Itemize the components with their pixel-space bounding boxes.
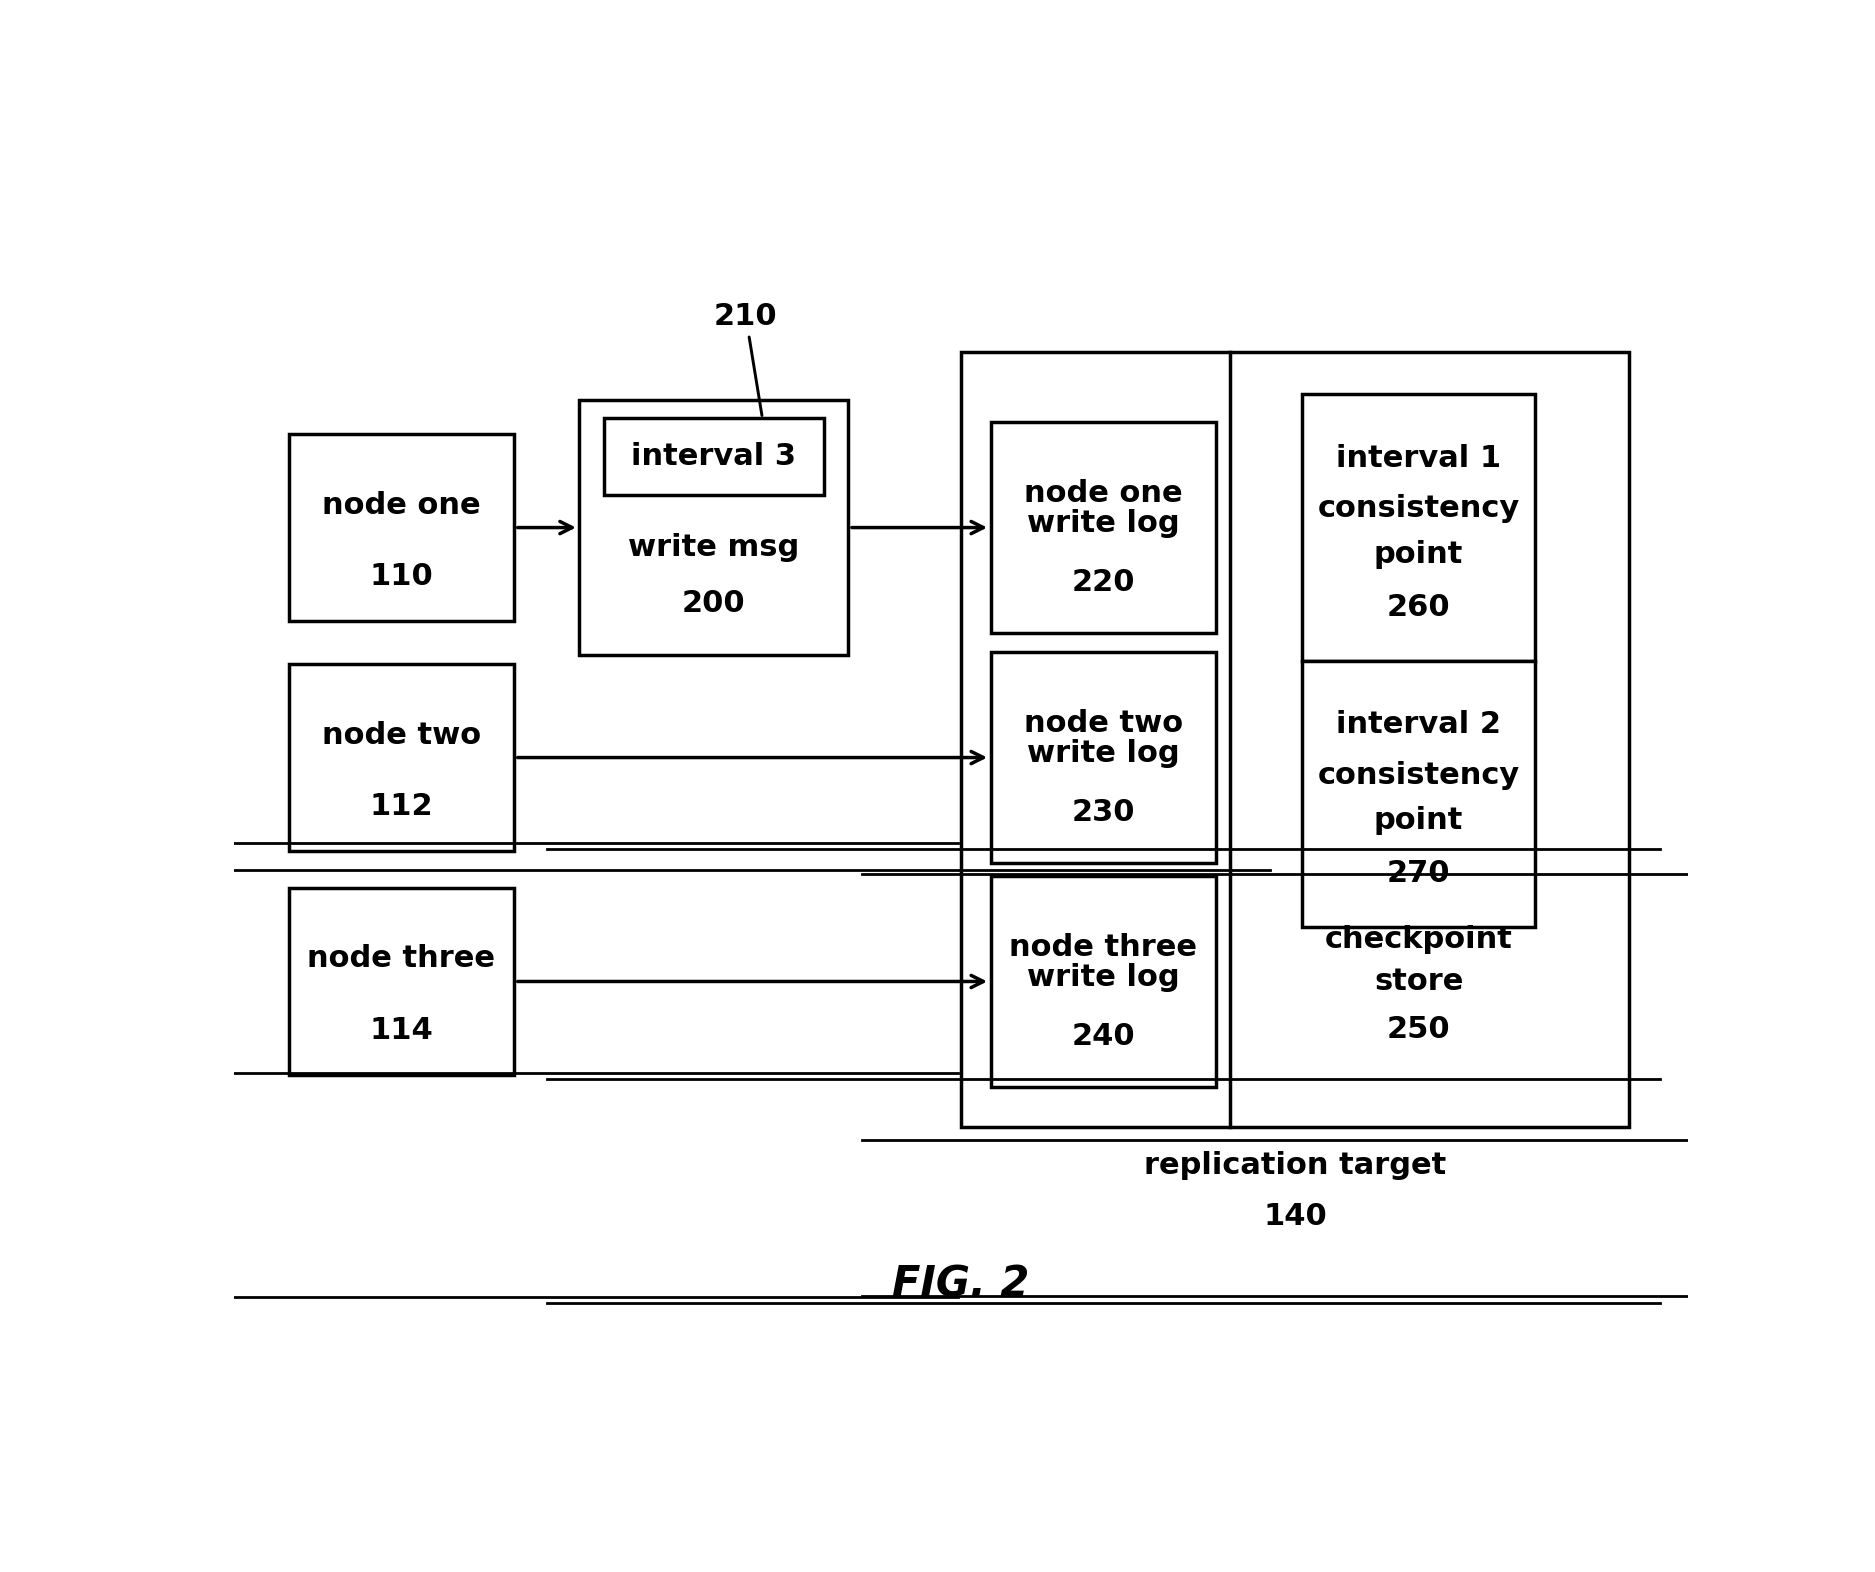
Text: 112: 112 <box>369 792 433 821</box>
Text: node two: node two <box>322 720 482 750</box>
Text: 250: 250 <box>1388 1016 1451 1044</box>
Text: node three: node three <box>1009 934 1198 962</box>
Text: interval 2: interval 2 <box>1337 711 1502 739</box>
Text: point: point <box>1374 806 1462 835</box>
Text: write log: write log <box>1028 509 1179 538</box>
Text: 270: 270 <box>1388 860 1451 888</box>
Text: consistency: consistency <box>1318 495 1521 523</box>
Text: FIG. 2: FIG. 2 <box>892 1262 1029 1305</box>
Text: 220: 220 <box>1072 567 1134 597</box>
Text: 114: 114 <box>369 1016 433 1045</box>
Text: 240: 240 <box>1071 1022 1134 1052</box>
Text: checkpoint: checkpoint <box>1326 924 1513 954</box>
Text: write log: write log <box>1028 962 1179 992</box>
Text: write log: write log <box>1028 739 1179 767</box>
Bar <box>990 421 1217 634</box>
Text: 200: 200 <box>682 590 746 618</box>
Bar <box>289 663 514 852</box>
Text: interval 3: interval 3 <box>632 442 797 472</box>
Bar <box>990 876 1217 1088</box>
Text: 210: 210 <box>714 302 778 415</box>
Text: 260: 260 <box>1388 593 1451 623</box>
Text: 140: 140 <box>1264 1203 1327 1231</box>
Bar <box>579 401 848 654</box>
Text: write msg: write msg <box>628 533 799 563</box>
Bar <box>604 418 825 495</box>
Bar <box>962 352 1629 1127</box>
Bar <box>1303 660 1536 927</box>
Text: replication target: replication target <box>1144 1151 1446 1181</box>
Text: node two: node two <box>1024 709 1183 739</box>
Text: 230: 230 <box>1072 799 1134 827</box>
Bar <box>289 434 514 621</box>
Bar <box>289 888 514 1075</box>
Text: node three: node three <box>308 945 495 973</box>
Text: store: store <box>1374 967 1462 997</box>
Bar <box>990 652 1217 863</box>
Text: interval 1: interval 1 <box>1337 443 1502 473</box>
Bar <box>1303 395 1536 660</box>
Text: node one: node one <box>322 490 480 520</box>
Text: 110: 110 <box>369 561 433 591</box>
Text: point: point <box>1374 539 1462 569</box>
Text: consistency: consistency <box>1318 761 1521 789</box>
Text: node one: node one <box>1024 479 1183 508</box>
